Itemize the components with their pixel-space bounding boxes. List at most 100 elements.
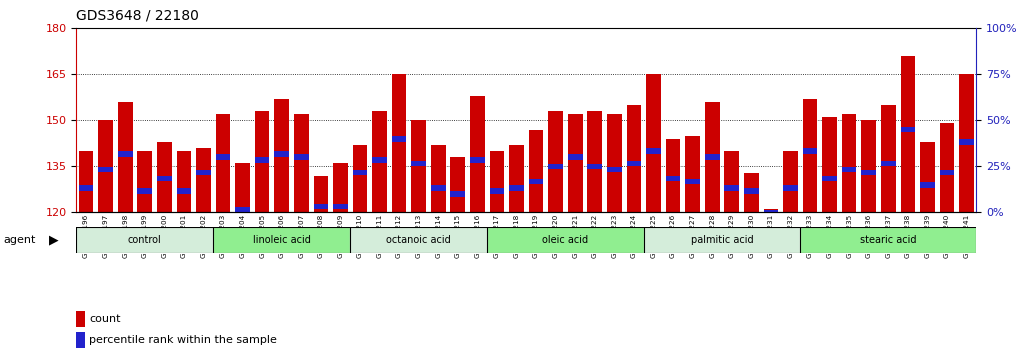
Bar (392, 74, 407, 212)
Text: GSM525232: GSM525232 (787, 213, 793, 258)
Text: GSM525200: GSM525200 (162, 213, 168, 258)
Text: octanoic acid: octanoic acid (386, 235, 452, 245)
Bar (802, 99, 818, 212)
Bar (275, 152, 289, 157)
Bar (646, 74, 661, 212)
Text: GSM525207: GSM525207 (298, 213, 304, 258)
Text: GSM525211: GSM525211 (376, 213, 382, 258)
Bar (646, 148, 661, 154)
Bar (802, 148, 818, 154)
Bar (353, 170, 367, 175)
Text: GSM525197: GSM525197 (103, 213, 109, 258)
Bar (744, 172, 759, 212)
Text: percentile rank within the sample: percentile rank within the sample (89, 335, 277, 345)
Bar (666, 139, 680, 212)
Text: GSM525210: GSM525210 (357, 213, 363, 258)
Text: GSM525235: GSM525235 (846, 213, 852, 258)
Text: GSM525199: GSM525199 (141, 213, 147, 258)
Text: GSM525219: GSM525219 (533, 213, 539, 258)
Bar (275, 99, 289, 212)
Text: GSM525213: GSM525213 (416, 213, 422, 258)
Bar (607, 114, 621, 212)
Text: GSM525227: GSM525227 (690, 213, 696, 258)
Bar (764, 210, 778, 215)
Bar (705, 102, 719, 212)
Bar (216, 114, 231, 212)
Bar (842, 114, 856, 212)
Bar (157, 142, 172, 212)
Bar (705, 154, 719, 160)
Bar (567, 154, 583, 160)
Bar (451, 191, 465, 197)
Bar (487, 227, 644, 253)
Text: GSM525214: GSM525214 (435, 213, 441, 258)
Text: GSM525218: GSM525218 (514, 213, 520, 258)
Text: GDS3648 / 22180: GDS3648 / 22180 (76, 9, 199, 23)
Bar (334, 163, 348, 212)
Bar (470, 158, 485, 163)
Bar (900, 56, 915, 212)
Bar (920, 142, 935, 212)
Text: GSM525222: GSM525222 (592, 213, 598, 258)
Bar (666, 176, 680, 181)
Bar (99, 120, 113, 212)
Text: GSM525240: GSM525240 (944, 213, 950, 258)
Text: GSM525217: GSM525217 (494, 213, 500, 258)
Bar (548, 111, 563, 212)
Bar (431, 185, 445, 190)
Text: GSM525226: GSM525226 (670, 213, 676, 258)
Bar (567, 114, 583, 212)
Bar (548, 164, 563, 169)
Bar (177, 151, 191, 212)
Bar (76, 311, 85, 327)
Bar (940, 170, 954, 175)
Bar (644, 227, 800, 253)
Bar (800, 227, 976, 253)
Bar (392, 136, 407, 142)
Text: GSM525208: GSM525208 (318, 213, 323, 258)
Text: GSM525220: GSM525220 (552, 213, 558, 258)
Text: palmitic acid: palmitic acid (691, 235, 754, 245)
Bar (529, 179, 543, 184)
Bar (626, 105, 642, 212)
Bar (313, 176, 328, 212)
Bar (118, 152, 132, 157)
Bar (235, 207, 250, 212)
Bar (724, 151, 739, 212)
Bar (313, 204, 328, 209)
Bar (588, 111, 602, 212)
Bar (685, 136, 700, 212)
Text: GSM525233: GSM525233 (807, 213, 813, 258)
Bar (76, 227, 214, 253)
Text: GSM525239: GSM525239 (924, 213, 931, 258)
Bar (235, 163, 250, 212)
Text: GSM525209: GSM525209 (338, 213, 344, 258)
Text: GSM525196: GSM525196 (83, 213, 89, 258)
Text: stearic acid: stearic acid (860, 235, 916, 245)
Bar (216, 154, 231, 160)
Bar (920, 182, 935, 188)
Bar (294, 114, 308, 212)
Bar (334, 204, 348, 209)
Text: GSM525204: GSM525204 (240, 213, 245, 258)
Text: ▶: ▶ (49, 234, 58, 246)
Bar (861, 120, 876, 212)
Bar (76, 332, 85, 348)
Text: oleic acid: oleic acid (542, 235, 589, 245)
Bar (900, 127, 915, 132)
Text: GSM525221: GSM525221 (573, 213, 579, 258)
Bar (822, 176, 837, 181)
Text: count: count (89, 314, 120, 324)
Text: GSM525225: GSM525225 (651, 213, 657, 258)
Bar (959, 139, 974, 144)
Bar (137, 151, 153, 212)
Bar (411, 120, 426, 212)
Bar (783, 185, 797, 190)
Bar (959, 74, 974, 212)
Bar (881, 161, 896, 166)
Bar (353, 145, 367, 212)
Text: control: control (128, 235, 162, 245)
Bar (157, 176, 172, 181)
Text: GSM525237: GSM525237 (885, 213, 891, 258)
Text: linoleic acid: linoleic acid (253, 235, 310, 245)
